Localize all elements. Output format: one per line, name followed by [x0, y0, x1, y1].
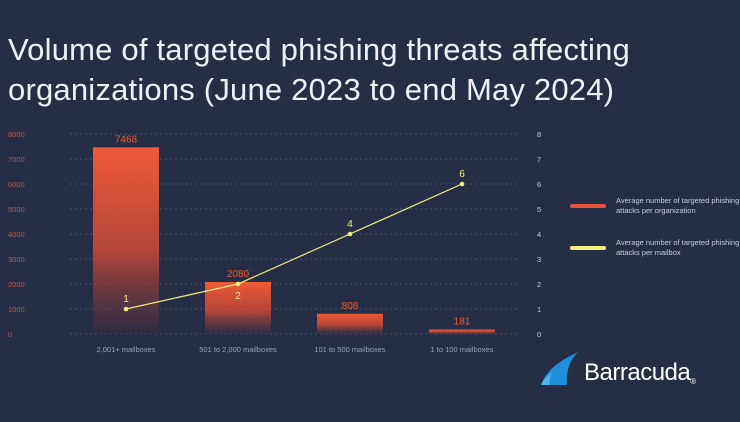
right-axis-tick-label: 4 [537, 230, 541, 239]
line-point [459, 181, 465, 187]
legend-item-per-organization: Average number of targeted phishing atta… [570, 196, 740, 216]
line-swatch-icon [570, 246, 606, 250]
bar-data-label: 7468 [115, 134, 138, 145]
left-axis-tick-label: 2000 [8, 280, 25, 289]
right-axis-tick-label: 7 [537, 155, 541, 164]
left-axis-tick-label: 4000 [8, 230, 25, 239]
legend-item-per-mailbox: Average number of targeted phishing atta… [570, 238, 740, 258]
right-axis-tick-label: 8 [537, 130, 541, 139]
right-axis-tick-label: 2 [537, 280, 541, 289]
barracuda-logo: Barracuda ® [540, 346, 696, 386]
right-axis-tick-label: 3 [537, 255, 541, 264]
right-axis-tick-label: 0 [537, 330, 541, 339]
chart-title: Volume of targeted phishing threats affe… [8, 32, 630, 107]
left-axis-tick-label: 3000 [8, 255, 25, 264]
bar [205, 282, 271, 334]
left-axis-tick-label: 8000 [8, 130, 25, 139]
registered-mark: ® [690, 377, 697, 386]
category-label: 1 to 100 mailboxes [431, 345, 494, 354]
line-point [235, 281, 241, 287]
line-point [347, 231, 353, 237]
left-axis-tick-label: 0 [8, 330, 12, 339]
right-axis-tick-label: 1 [537, 305, 541, 314]
bar-data-label: 181 [454, 316, 471, 327]
legend-label: Average number of targeted phishing atta… [616, 196, 740, 215]
category-label: 101 to 500 mailboxes [314, 345, 386, 354]
line-data-label: 6 [459, 169, 465, 180]
line-data-label: 4 [347, 219, 353, 230]
line-data-label: 2 [235, 291, 241, 302]
right-axis-tick-label: 5 [537, 205, 541, 214]
left-axis-tick-label: 6000 [8, 180, 25, 189]
bar [429, 329, 495, 334]
line-point [123, 306, 129, 312]
left-axis-tick-label: 1000 [8, 305, 25, 314]
barracuda-wave-icon [541, 352, 578, 385]
category-label: 501 to 2,000 mailboxes [199, 345, 277, 354]
logo-wordmark: Barracuda [584, 359, 691, 386]
left-axis-tick-label: 5000 [8, 205, 25, 214]
right-axis-tick-label: 6 [537, 180, 541, 189]
category-label: 2,001+ mailboxes [97, 345, 156, 354]
bar-swatch-icon [570, 204, 606, 208]
legend-label: Average number of targeted phishing atta… [616, 238, 740, 257]
series-line-per-mailbox [125, 183, 463, 310]
bar-data-label: 2080 [227, 269, 250, 280]
line-data-label: 1 [123, 294, 129, 305]
bar-data-label: 808 [342, 301, 359, 312]
bar [317, 313, 383, 334]
left-axis-tick-label: 7000 [8, 155, 25, 164]
bar [93, 147, 159, 334]
